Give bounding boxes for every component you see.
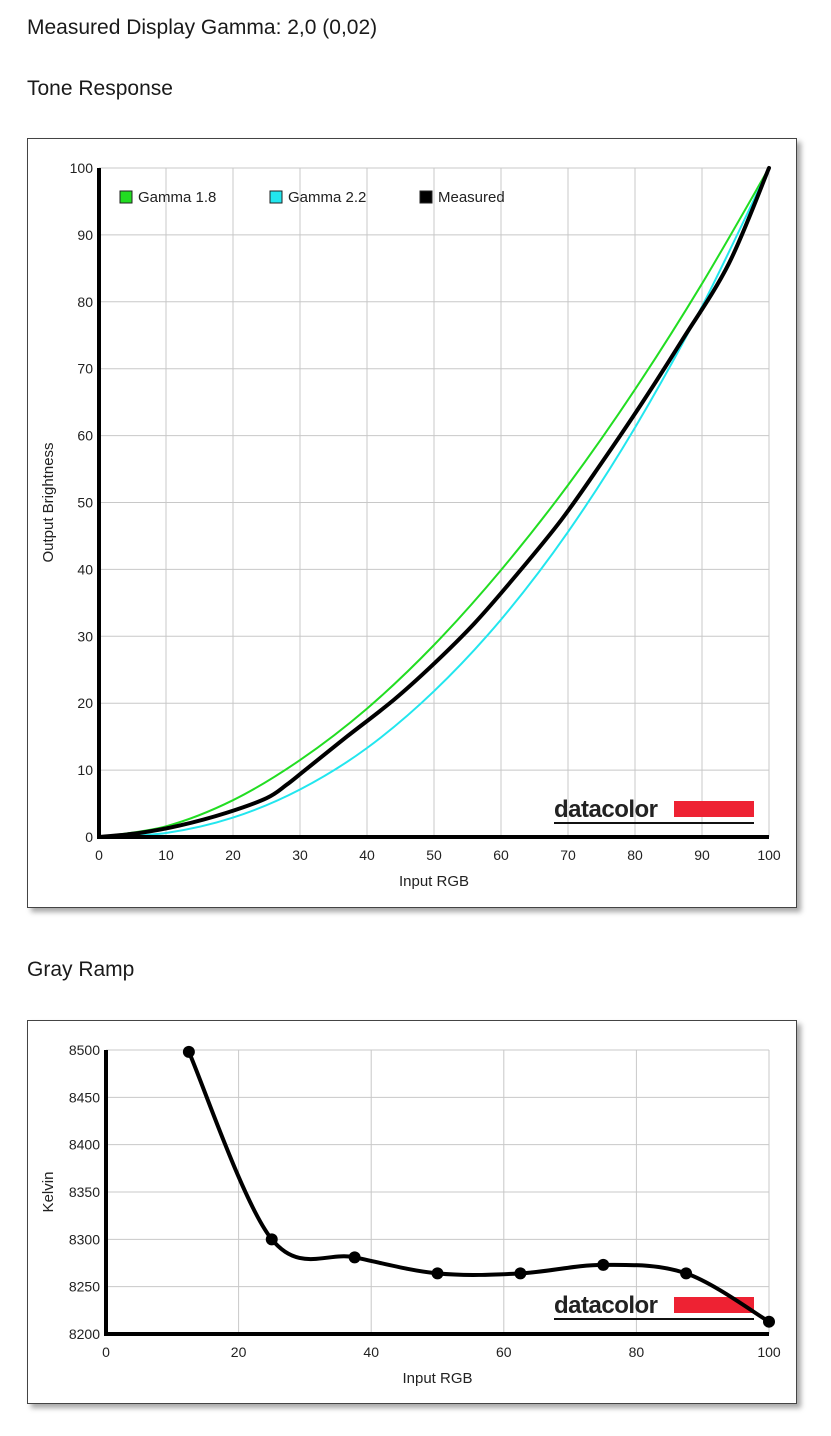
x-tick-label: 20 <box>225 847 241 863</box>
y-tick-label: 8300 <box>69 1231 100 1247</box>
series-0-line <box>186 1049 771 1324</box>
x-tick-label: 60 <box>496 1344 512 1360</box>
y-tick-label: 50 <box>77 495 93 511</box>
y-tick-label: 8250 <box>69 1279 100 1295</box>
x-tick-label: 40 <box>359 847 375 863</box>
datacolor-logo: datacolor <box>554 796 754 824</box>
datacolor-logo: datacolor <box>554 1292 754 1320</box>
x-tick-label: 100 <box>757 847 781 863</box>
x-tick-label: 20 <box>231 1344 247 1360</box>
x-tick-label: 40 <box>363 1344 379 1360</box>
x-tick-label: 70 <box>560 847 576 863</box>
datacolor-logo-red-bar <box>674 801 754 817</box>
data-point-marker <box>597 1258 610 1271</box>
legend-swatch <box>419 190 433 204</box>
y-axis-title: Kelvin <box>40 1172 57 1213</box>
data-point-marker <box>182 1045 195 1058</box>
y-tick-label: 0 <box>85 829 93 845</box>
measured-gamma-heading: Measured Display Gamma: 2,0 (0,02) <box>27 16 378 39</box>
y-tick-label: 8500 <box>69 1042 100 1058</box>
y-tick-label: 90 <box>77 227 93 243</box>
x-tick-label: 100 <box>757 1344 781 1360</box>
tone-response-title: Tone Response <box>27 77 173 100</box>
tone-response-svg: 0 10 20 30 40 50 60 70 80 90 100 0 10 20 30 40 50 60 70 80 9… <box>40 160 781 890</box>
x-tick-label: 60 <box>493 847 509 863</box>
legend-item: Measured <box>419 189 505 206</box>
y-tick-label: 80 <box>77 294 93 310</box>
y-axis-title: Output Brightness <box>40 442 57 562</box>
gray-ramp-title: Gray Ramp <box>27 958 135 981</box>
data-point-marker <box>514 1267 527 1280</box>
legend-swatch <box>119 190 133 204</box>
gray-ramp-chart: 0 20 40 60 80 100 8200 8250 8300 8350 8400 8450 8500… <box>27 1020 797 1404</box>
measured-line <box>97 166 771 839</box>
x-tick-label: 0 <box>95 847 103 863</box>
y-tick-label: 8400 <box>69 1137 100 1153</box>
legend-item: Gamma 2.2 <box>269 189 366 206</box>
data-point-marker <box>763 1315 775 1328</box>
data-point-marker <box>431 1267 444 1280</box>
data-point-marker <box>348 1251 361 1264</box>
data-point-marker <box>265 1233 278 1246</box>
gamma-1-8-line <box>98 167 770 838</box>
x-tick-label: 10 <box>158 847 174 863</box>
x-tick-label: 80 <box>629 1344 645 1360</box>
gamma-2-2-line <box>98 167 770 838</box>
y-tick-label: 70 <box>77 361 93 377</box>
y-tick-label: 8200 <box>69 1326 100 1342</box>
legend-label: Gamma 2.2 <box>288 189 366 206</box>
legend-label: Gamma 1.8 <box>138 189 216 206</box>
x-tick-label: 0 <box>102 1344 110 1360</box>
datacolor-logo-text: datacolor <box>554 796 658 823</box>
y-tick-label: 8450 <box>69 1089 100 1105</box>
y-tick-label: 8350 <box>69 1184 100 1200</box>
y-tick-label: 40 <box>77 561 93 577</box>
y-tick-label: 10 <box>77 762 93 778</box>
x-tick-label: 90 <box>694 847 710 863</box>
x-tick-label: 80 <box>627 847 643 863</box>
tone-response-chart: 0 10 20 30 40 50 60 70 80 90 100 0 10 20 30 40 50 60 70 80 9… <box>27 138 797 908</box>
gray-ramp-svg: 0 20 40 60 80 100 8200 8250 8300 8350 8400 8450 8500… <box>40 1042 781 1387</box>
legend-label: Measured <box>438 189 505 206</box>
y-tick-label: 60 <box>77 428 93 444</box>
legend-item: Gamma 1.8 <box>119 189 216 206</box>
x-axis-title: Input RGB <box>399 873 469 890</box>
y-tick-label: 20 <box>77 695 93 711</box>
y-tick-label: 30 <box>77 628 93 644</box>
x-tick-label: 30 <box>292 847 308 863</box>
y-tick-label: 100 <box>70 160 94 176</box>
legend-swatch <box>269 190 283 204</box>
data-point-marker <box>680 1267 693 1280</box>
x-axis-title: Input RGB <box>402 1370 472 1387</box>
datacolor-logo-text: datacolor <box>554 1292 658 1319</box>
x-tick-label: 50 <box>426 847 442 863</box>
